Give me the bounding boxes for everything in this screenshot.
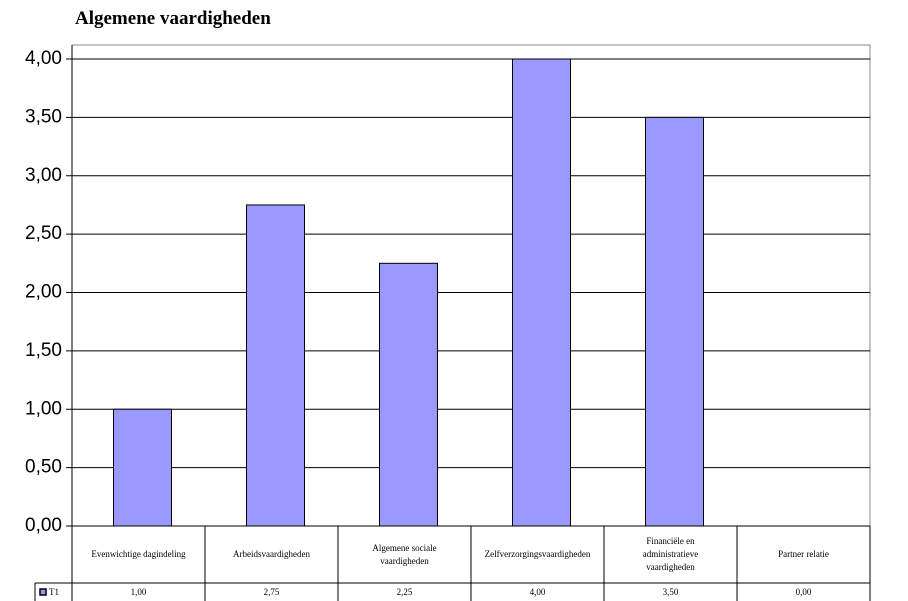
y-tick-label: 0,50 [25, 457, 62, 478]
value-label: 1,00 [130, 586, 147, 597]
x-tick-label: Zelfverzorgingsvaardigheden [484, 549, 591, 559]
value-label: 2,25 [396, 586, 413, 597]
x-tick-label: Financiële en administratieve vaardighed… [642, 536, 699, 572]
x-tick-label: Arbeidsvaardigheden [233, 549, 310, 559]
bar [512, 58, 571, 527]
y-tick-label: 3,50 [25, 106, 62, 127]
chart-title: Algemene vaardigheden [75, 8, 271, 29]
value-label: 0,00 [795, 586, 812, 597]
value-label: 2,75 [263, 586, 280, 597]
y-tick-label: 3,00 [25, 165, 62, 186]
legend-swatch [39, 588, 47, 596]
x-tick-label: Partner relatie [778, 549, 829, 559]
y-tick-label: 0,00 [25, 515, 62, 536]
bar [246, 204, 305, 527]
y-tick-label: 4,00 [25, 48, 62, 69]
value-label: 3,50 [662, 586, 679, 597]
legend-label: T1 [49, 586, 59, 597]
y-tick-label: 2,50 [25, 223, 62, 244]
value-label: 4,00 [529, 586, 546, 597]
y-tick-label: 2,00 [25, 282, 62, 303]
bar [113, 408, 172, 527]
y-tick-label: 1,50 [25, 340, 62, 361]
y-tick-label: 1,00 [25, 398, 62, 419]
x-tick-label: Algemene sociale vaardigheden [372, 542, 437, 566]
bar [379, 262, 438, 527]
x-tick-label: Evenwichtige dagindeling [91, 549, 186, 559]
bar [645, 116, 704, 527]
